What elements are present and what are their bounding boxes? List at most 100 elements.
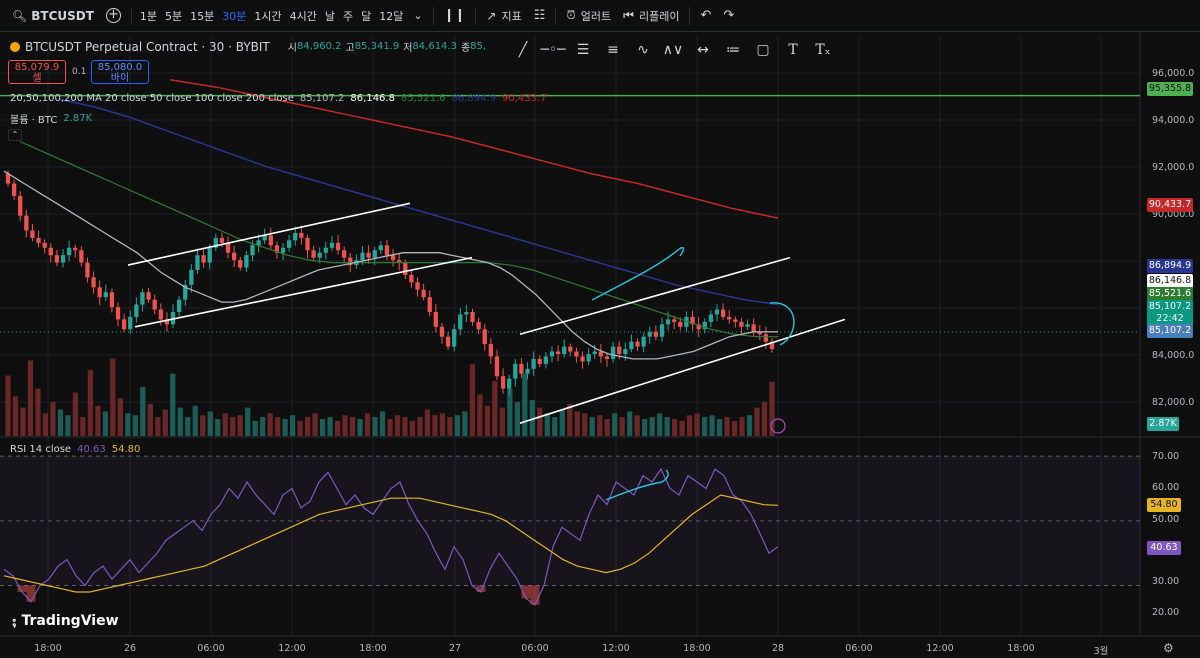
volume-bar	[394, 415, 401, 436]
interval-3[interactable]: 30분	[222, 9, 247, 23]
interval-2[interactable]: 15분	[190, 9, 215, 23]
candle-type-button[interactable]: ❙❙	[438, 0, 472, 32]
channel-1-upper	[127, 202, 411, 266]
volume-bar	[402, 417, 408, 436]
ohlc-open-value: 84,960.2	[296, 41, 342, 52]
divider	[689, 6, 691, 25]
volume-legend[interactable]: 볼륨 · BTC 2.87K	[10, 111, 92, 126]
volume-bar	[304, 417, 311, 436]
volume-bar	[417, 417, 423, 436]
ruler-tool[interactable]: ↔	[688, 37, 718, 63]
interval-8[interactable]: 달	[361, 9, 372, 23]
price-chart[interactable]	[0, 32, 1200, 658]
candle-body	[592, 351, 597, 354]
fib-tool[interactable]: ≡	[598, 37, 628, 63]
interval-6[interactable]: 날	[324, 9, 336, 23]
ma50-price-tag: 86,146.8	[1147, 274, 1193, 288]
candle-body	[403, 262, 408, 275]
rectangle-tool[interactable]: ▢	[748, 37, 778, 63]
sell-button[interactable]: 85,079.9 셀	[8, 60, 66, 84]
candle-body	[727, 316, 732, 320]
ma-green-price-tag: 85,521.6	[1147, 287, 1193, 301]
candle-body	[66, 247, 72, 256]
volume-bar	[694, 413, 700, 436]
buy-label: 바이	[110, 73, 130, 84]
compare-button[interactable]: +	[100, 0, 127, 32]
time-tick: 18:00	[683, 643, 711, 654]
abcd-pattern-tool[interactable]: ∧∨	[658, 37, 688, 63]
volume-bar	[245, 407, 251, 436]
undo-button[interactable]: ↶	[694, 0, 717, 32]
volume-bar	[604, 419, 610, 436]
event-marker	[770, 418, 786, 434]
rsi-tick: 60.00	[1152, 482, 1180, 493]
candle-body	[531, 358, 536, 369]
forecast-tool[interactable]: ≔	[718, 37, 748, 63]
interval-dropdown[interactable]: ⌄	[407, 0, 428, 32]
candle-body	[757, 331, 762, 335]
symbol-legend[interactable]: BTCUSDT Perpetual Contract · 30 · BYBIT …	[10, 39, 486, 54]
candle-body	[91, 277, 96, 288]
text-tool[interactable]: T	[778, 37, 808, 63]
ma-legend[interactable]: 20,50,100,200 MA 20 close 50 close 100 c…	[10, 93, 547, 104]
redo-button[interactable]: ↷	[717, 0, 740, 32]
elliott-wave-tool[interactable]: ∿	[628, 37, 658, 63]
replay-button[interactable]: ⏮︎ 리플레이	[617, 0, 685, 32]
volume-bar	[110, 358, 116, 436]
candle-body	[225, 242, 231, 253]
chart-title: BTCUSDT Perpetual Contract · 30 · BYBIT	[25, 39, 270, 54]
candle-body	[103, 292, 108, 298]
interval-4[interactable]: 1시간	[254, 9, 282, 23]
interval-9[interactable]: 12달	[379, 9, 404, 23]
sell-price: 85,079.9	[14, 62, 60, 73]
time-tick: 28	[771, 643, 785, 654]
symbol-search[interactable]: 🔍︎ BTCUSDT	[6, 0, 100, 32]
candle-body	[720, 309, 726, 317]
volume-bars	[5, 358, 775, 436]
buy-button[interactable]: 85,080.0 바이	[91, 60, 149, 84]
volume-bar	[754, 407, 760, 436]
interval-1[interactable]: 5분	[165, 9, 183, 23]
settings-button[interactable]: ⚙	[1163, 641, 1174, 655]
interval-7[interactable]: 주	[343, 9, 354, 23]
alert-button[interactable]: ⏰︎ 얼러트	[560, 0, 617, 32]
candle-body	[733, 319, 738, 322]
time-tick: 27	[448, 643, 462, 654]
candle-body	[555, 351, 561, 354]
text-icon: T	[788, 42, 798, 58]
indicators-label: 지표	[501, 9, 522, 23]
ohlc-low-value: 84,614.3	[412, 41, 457, 52]
rsi-legend[interactable]: RSI 14 close 40.63 54.80	[10, 444, 140, 455]
parallel-channel-tool[interactable]: ☰	[568, 37, 598, 63]
candle-body	[641, 336, 646, 347]
candle-body	[11, 183, 17, 196]
ohlc-high-label: 고	[345, 43, 355, 54]
trend-line-tool[interactable]: ╱	[508, 37, 538, 63]
volume-bar	[57, 409, 64, 436]
candle-body	[739, 321, 744, 327]
moving-averages	[3, 79, 779, 360]
rsi-tick: 30.00	[1152, 576, 1180, 587]
interval-5[interactable]: 4시간	[289, 9, 317, 23]
horizontal-ray-tool[interactable]: ─◦─	[538, 37, 568, 63]
time-tick: 3월	[1093, 646, 1109, 657]
candle-body	[262, 235, 267, 241]
text-format-tool[interactable]: Tₓ	[808, 37, 838, 63]
layouts-button[interactable]: ☷	[528, 0, 552, 32]
collapse-legend-button[interactable]: ⌃	[8, 129, 22, 141]
candle-body	[158, 309, 163, 320]
candle-body	[409, 274, 414, 283]
indicators-button[interactable]: ↗ 지표	[480, 0, 527, 32]
candle-body	[384, 245, 390, 256]
volume-legend-label: 볼륨 · BTC	[10, 115, 58, 126]
tradingview-logo[interactable]: ⨟ TradingView	[12, 612, 119, 630]
ohlc-close-value: 85,	[470, 41, 487, 52]
volume-bar	[724, 417, 730, 436]
volume-bar	[679, 420, 685, 436]
volume-bar	[87, 369, 94, 436]
candle-body	[250, 245, 255, 256]
ma200-line	[169, 79, 779, 219]
candle-body	[60, 255, 66, 263]
interval-0[interactable]: 1분	[139, 9, 158, 23]
candle-body	[360, 252, 365, 261]
